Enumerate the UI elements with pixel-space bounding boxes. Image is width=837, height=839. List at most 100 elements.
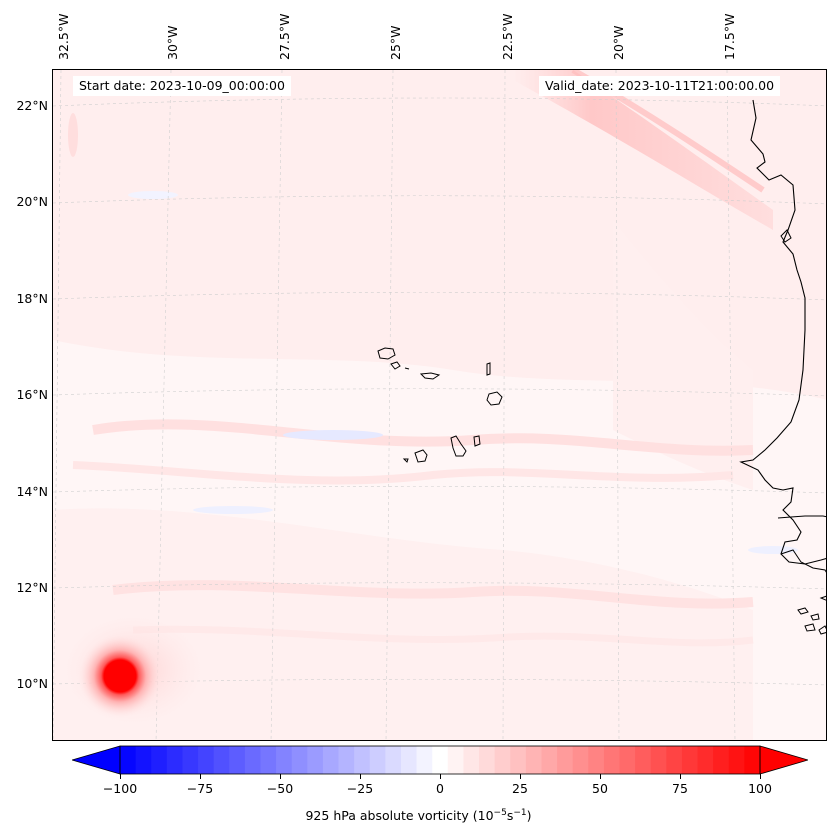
parallel-22n: [53, 97, 826, 107]
colorbar-segment: [151, 746, 168, 774]
colorbar-segment: [635, 746, 652, 774]
meridian-17-5w: [726, 70, 736, 740]
streak-3: [112, 580, 754, 609]
colorbar-segments: [120, 746, 761, 774]
lon-label-25w: 25°W: [388, 25, 403, 60]
colorbar-segment: [260, 746, 277, 774]
colorbar-segment: [135, 746, 152, 774]
colorbar-tick-label: 25: [512, 781, 528, 796]
colorbar-segment: [525, 746, 542, 774]
colorbar-segment: [541, 746, 558, 774]
colorbar-tick-mark: [360, 774, 361, 779]
colorbar-segment: [307, 746, 324, 774]
colorbar-segment: [697, 746, 714, 774]
colorbar-segment: [494, 746, 511, 774]
field-region-south: [53, 508, 753, 740]
colorbar-segment: [291, 746, 308, 774]
colorbar-segment: [463, 746, 480, 774]
island-sao-nicolau: [419, 372, 441, 380]
lon-label-27-5w: 27.5°W: [277, 13, 292, 60]
colorbar-segment: [322, 746, 340, 774]
valid-date-label: Valid_date: 2023-10-11T21:00:00.00: [539, 76, 781, 96]
diagonal-vorticity-band: [513, 70, 773, 230]
negative-streak-3: [748, 546, 798, 554]
colorbar-tick-mark: [680, 774, 681, 779]
parallel-18n: [53, 291, 826, 301]
meridian-25w: [385, 70, 394, 740]
guinea-bissau-coast: [780, 549, 826, 573]
colorbar-segment: [572, 746, 589, 774]
colorbar-tick-label: −25: [346, 781, 374, 796]
island-santo-antao: [377, 347, 396, 360]
colorbar-segment: [557, 746, 574, 774]
colorbar-segment: [588, 746, 605, 774]
colorbar-tick-label: −75: [186, 781, 214, 796]
colorbar-tick-label: −50: [266, 781, 294, 796]
parallel-20n: [53, 195, 826, 205]
lon-label-22-5w: 22.5°W: [500, 13, 515, 60]
colorbar-tick-mark: [440, 774, 441, 779]
colorbar-tick-label: −100: [102, 781, 138, 796]
island-brava: [402, 458, 409, 463]
island-santiago: [450, 435, 467, 457]
colorbar-segment: [650, 746, 667, 774]
parallel-12n: [53, 582, 826, 590]
colorbar-segment: [369, 746, 386, 774]
colorbar-max-extension: [759, 745, 808, 775]
island-boa-vista: [486, 391, 503, 406]
colorbar-segment: [400, 746, 418, 774]
lat-label-18n: 18°N: [16, 291, 48, 306]
colorbar-tick-mark: [760, 774, 761, 779]
colorbar-segment: [182, 746, 199, 774]
vorticity-field-map: [53, 70, 826, 740]
colorbar-segment: [479, 746, 496, 774]
colorbar-segment: [510, 746, 527, 774]
colorbar-segment: [744, 746, 761, 774]
colorbar-tick-label: 75: [672, 781, 688, 796]
colorbar-segment: [385, 746, 402, 774]
meridian-20w: [615, 70, 620, 740]
colorbar-segment: [432, 746, 449, 774]
colorbar-segment: [447, 746, 464, 774]
colorbar-segment: [198, 746, 215, 774]
island-sal: [486, 362, 491, 376]
colorbar-segment: [681, 746, 699, 774]
colorbar-segment: [713, 746, 730, 774]
colorbar-segment: [354, 746, 371, 774]
cyclone-core: [78, 634, 162, 718]
positive-blob-upper-left: [68, 113, 78, 157]
lat-label-20n: 20°N: [16, 194, 48, 209]
colorbar-segment: [416, 746, 433, 774]
colorbar-tick-label: 100: [748, 781, 772, 796]
island-fogo: [414, 449, 428, 463]
meridian-32-5w: [53, 70, 62, 740]
african-coastline: [739, 99, 826, 565]
island-santa-luzia: [404, 367, 410, 370]
gambia-river-coast: [777, 515, 826, 519]
streak-4: [132, 625, 754, 647]
colorbar: [72, 745, 808, 775]
colorbar-segment: [213, 746, 230, 774]
colorbar-segment: [244, 746, 261, 774]
coastal-islet-north: [780, 229, 792, 243]
start-date-label: Start date: 2023-10-09_00:00:00: [73, 76, 291, 96]
field-region-east: [613, 220, 753, 490]
island-maio: [473, 435, 481, 447]
negative-streak-4: [128, 191, 178, 199]
negative-streak-2: [193, 506, 273, 514]
meridian-22-5w: [502, 70, 506, 740]
colorbar-segment: [619, 746, 636, 774]
map-panel: [52, 69, 827, 741]
colorbar-segment: [229, 746, 246, 774]
streak-2: [72, 461, 734, 485]
island-sao-vicente: [390, 361, 401, 370]
colorbar-segment: [120, 746, 137, 774]
colorbar-tick-mark: [600, 774, 601, 779]
colorbar-tick-mark: [200, 774, 201, 779]
colorbar-title: 925 hPa absolute vorticity (10−5s−1): [305, 808, 532, 824]
colorbar-segment: [603, 746, 621, 774]
colorbar-min-extension: [72, 745, 121, 775]
colorbar-segment: [166, 746, 183, 774]
lon-label-17-5w: 17.5°W: [722, 13, 737, 60]
lat-label-12n: 12°N: [16, 580, 48, 595]
